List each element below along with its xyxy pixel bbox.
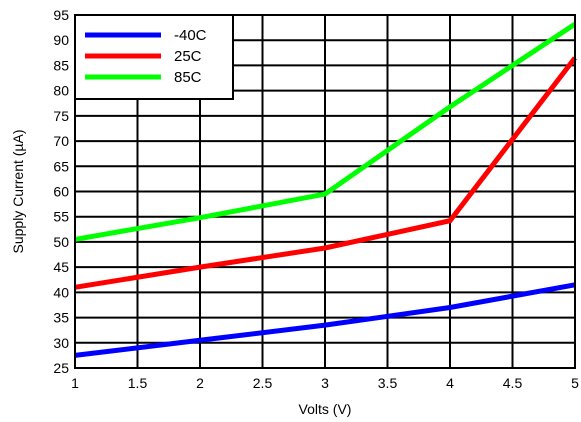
legend-label: 85C: [174, 69, 202, 86]
y-tick-label: 80: [53, 83, 69, 99]
x-tick-label: 2.5: [253, 375, 273, 391]
y-tick-label: 40: [53, 284, 69, 300]
series-lines: [74, 21, 577, 358]
plot-frame: [74, 14, 576, 369]
y-axis-label: Supply Current (µA): [10, 130, 26, 254]
y-tick-label: 70: [53, 133, 69, 149]
y-tick-label: 35: [53, 310, 69, 326]
x-tick-label: 4: [446, 375, 454, 391]
series-line-1: [74, 56, 577, 290]
x-tick-label: 2: [196, 375, 204, 391]
x-axis-label: Volts (V): [299, 401, 352, 417]
legend-label: 25C: [174, 48, 202, 65]
y-tick-label: 75: [53, 108, 69, 124]
legend: -40C 25C 85C: [74, 14, 234, 100]
y-tick-label: 60: [53, 184, 69, 200]
x-tick-label: 3: [321, 375, 329, 391]
y-tick-label: 90: [53, 32, 69, 48]
series-line-0: [74, 282, 576, 358]
x-axis-ticks: 1 1.5 2 2.5 3 3.5 4 4.5 5: [71, 375, 579, 391]
x-tick-label: 1: [71, 375, 79, 391]
y-tick-label: 95: [53, 7, 69, 23]
x-tick-label: 1.5: [128, 375, 148, 391]
y-tick-label: 30: [53, 335, 69, 351]
y-tick-label: 85: [53, 57, 69, 73]
x-tick-label: 5: [571, 375, 579, 391]
y-tick-label: 65: [53, 158, 69, 174]
y-tick-label: 55: [53, 209, 69, 225]
grid: [74, 14, 576, 369]
y-axis-ticks: 25 30 35 40 45 50 55 60 65 70 75 80 85 90 95: [53, 7, 69, 376]
legend-label: -40C: [174, 27, 207, 44]
x-tick-label: 4.5: [503, 375, 523, 391]
series-line-2: [74, 21, 577, 242]
x-tick-label: 3.5: [378, 375, 398, 391]
y-tick-label: 50: [53, 234, 69, 250]
y-tick-label: 45: [53, 259, 69, 275]
y-tick-label: 25: [53, 360, 69, 376]
